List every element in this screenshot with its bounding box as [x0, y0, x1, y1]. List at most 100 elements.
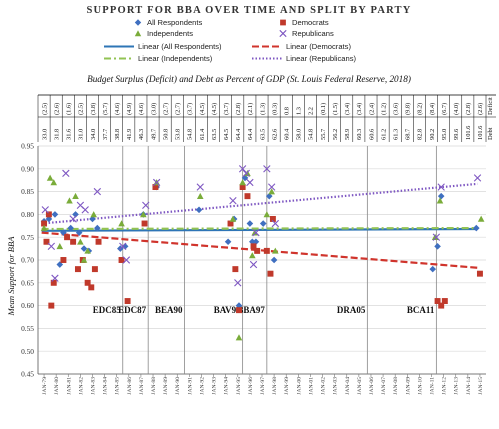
diamond-marker — [259, 220, 267, 227]
x-tick-label: JAN-96 — [248, 377, 254, 395]
debt-cell: 49.7 — [150, 128, 157, 140]
x-marker — [437, 183, 445, 191]
diamond-marker — [224, 238, 232, 246]
square-marker — [60, 257, 67, 263]
legend-label: All Respondents — [147, 18, 203, 27]
triangle-marker — [244, 170, 251, 177]
y-tick-label: 0.90 — [21, 164, 34, 173]
diamond-marker — [134, 19, 142, 26]
trendline — [41, 231, 478, 269]
x-tick-label: JAN-01 — [308, 377, 314, 395]
debt-cell: 64.4 — [235, 128, 242, 140]
diamond-marker — [195, 206, 203, 214]
square-marker — [64, 234, 71, 241]
legend-entry: Linear (All Respondents) — [104, 42, 222, 51]
diamond-marker — [45, 215, 53, 223]
x-marker — [69, 215, 77, 223]
deficit-cell: (2.8) — [235, 103, 242, 115]
event-label: BAV95 — [214, 305, 241, 315]
square-marker — [91, 266, 98, 273]
x-tick-label: JAN-07 — [381, 377, 387, 395]
debt-cell: 31.6 — [66, 129, 73, 140]
debt-cell: 38.8 — [114, 129, 121, 140]
x-marker — [242, 169, 250, 178]
legend-entry: Independents — [134, 29, 193, 38]
x-tick-label: JAN-06 — [369, 377, 375, 395]
x-tick-label: JAN-15 — [478, 377, 484, 395]
diamond-marker — [270, 256, 278, 264]
series-democrats — [41, 184, 483, 314]
x-marker — [267, 183, 276, 191]
square-marker — [236, 307, 242, 314]
deficit-cell: (1.3) — [259, 103, 266, 115]
deficit-cell: (6.7) — [441, 103, 448, 115]
deficit-cell: (3.7) — [187, 103, 194, 115]
x-marker — [51, 274, 59, 282]
square-marker — [263, 247, 270, 254]
deficit-cell: (3.7) — [223, 103, 230, 115]
x-marker — [432, 233, 441, 241]
square-marker — [250, 243, 257, 250]
x-marker — [142, 201, 150, 209]
deficit-cell: (2.5) — [78, 103, 85, 115]
y-tick-label: 0.55 — [21, 324, 34, 333]
chart-legend: All Respondents Democrats Independents Repu… — [104, 18, 357, 63]
triangle-marker — [249, 252, 256, 259]
triangle-marker — [77, 238, 84, 245]
x-marker — [119, 242, 127, 251]
x-marker — [152, 178, 161, 187]
x-tick-label: JAN-04 — [345, 377, 351, 395]
diamond-marker — [75, 229, 83, 236]
legend-entry: Linear (Republicans) — [252, 54, 357, 63]
triangle-marker — [66, 197, 73, 204]
diamond-marker — [473, 224, 480, 232]
deficit-cell: (8.4) — [429, 103, 436, 115]
square-marker — [232, 266, 239, 273]
deficit-cell: (4.5) — [199, 103, 206, 115]
x-tick-label: JAN-11 — [430, 377, 436, 395]
y-tick-label: 0.70 — [21, 256, 34, 265]
square-marker — [45, 211, 52, 218]
x-tick-label: JAN-86 — [127, 377, 133, 395]
debt-cell: 54.8 — [308, 129, 315, 140]
deficit-cell: (0.3) — [271, 103, 278, 115]
debt-cell: 64.5 — [223, 129, 230, 140]
square-marker — [280, 19, 286, 26]
debt-cell: 101.6 — [477, 126, 484, 140]
x-tick-label: JAN-99 — [284, 377, 290, 395]
x-marker — [62, 169, 70, 178]
debt-cell: 63.5 — [211, 129, 218, 140]
x-tick-label: JAN-79 — [42, 377, 48, 395]
x-marker — [229, 197, 237, 205]
deficit-cell: (4.9) — [126, 103, 133, 115]
deficit-debt-table: (2.5) (2.6) (1.6) (2.5) (3.8) (5.7) (4.6) (4.9)… — [37, 94, 496, 142]
deficit-cell: (3.4) — [356, 103, 363, 115]
square-marker — [118, 257, 125, 263]
diamond-marker — [72, 211, 79, 218]
x-tick-label: JAN-13 — [454, 377, 460, 395]
x-marker — [234, 279, 242, 287]
x-marker — [246, 178, 254, 187]
x-tick-label: JAN-08 — [393, 377, 399, 395]
triangle-marker — [263, 211, 271, 218]
x-tick-label: JAN-84 — [103, 377, 109, 395]
event-label: BEA90 — [155, 305, 183, 315]
debt-cell: 46.3 — [138, 129, 145, 140]
legend-label: Linear (Independents) — [138, 54, 213, 63]
square-marker — [141, 220, 148, 227]
square-marker — [124, 298, 131, 305]
triangle-marker — [272, 247, 279, 254]
triangle-marker — [235, 334, 243, 341]
debt-cell: 68.7 — [405, 128, 412, 140]
deficit-cell: (3.0) — [150, 103, 157, 115]
series-all-respondents — [40, 174, 480, 309]
triangle-marker — [436, 197, 444, 204]
x-tick-label: JAN-92 — [199, 377, 205, 395]
diamond-marker — [121, 243, 129, 250]
debt-cell: 31.0 — [78, 129, 85, 140]
x-marker — [122, 256, 131, 264]
series-independents — [40, 170, 485, 341]
square-marker — [254, 247, 261, 254]
debt-cell: 61.2 — [380, 129, 387, 140]
triangle-marker — [229, 215, 237, 222]
